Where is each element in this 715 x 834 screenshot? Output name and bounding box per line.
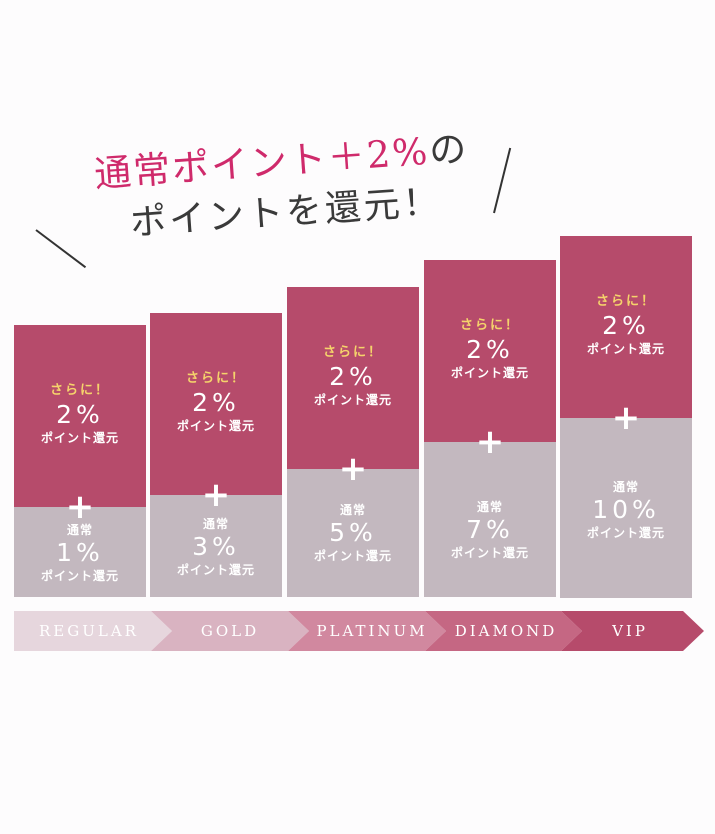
base-percent: 1% [56,538,104,567]
tier-column-gold: さらに！ 2% ポイント還元 通常 3% ポイント還元 + [150,313,282,597]
bonus-block: さらに！ 2% ポイント還元 [150,313,282,495]
tier-arrow-platinum [288,611,446,651]
tier-column-regular: さらに！ 2% ポイント還元 通常 1% ポイント還元 + [14,325,146,597]
bonus-percent: 2% [602,311,650,340]
tier-arrow-vip [561,611,704,651]
plus-icon: + [611,398,641,438]
bonus-label: さらに！ [49,383,110,398]
base-percent: 7% [466,515,514,544]
base-block: 通常 5% ポイント還元 [287,469,419,597]
base-note: ポイント還元 [450,546,529,560]
tier-arrow-diamond [425,611,582,651]
bonus-block: さらに！ 2% ポイント還元 [287,287,419,469]
plus-icon: + [475,422,505,462]
base-label: 通常 [66,523,93,537]
tier-column-vip: さらに！ 2% ポイント還元 通常 10% ポイント還元 + [560,236,692,598]
bonus-percent: 2% [192,388,240,417]
bonus-block: さらに！ 2% ポイント還元 [424,260,556,442]
base-block: 通常 7% ポイント還元 [424,442,556,597]
tier-label-regular: REGULAR [39,622,139,640]
base-label: 通常 [476,500,503,514]
tier-label-vip: VIP [612,622,648,640]
plus-icon: + [338,449,368,489]
base-percent: 3% [192,532,240,561]
bonus-note: ポイント還元 [176,419,255,433]
tier-label-diamond: DIAMOND [454,622,558,640]
base-block: 通常 10% ポイント還元 [560,418,692,598]
plus-icon: + [201,475,231,515]
bonus-block: さらに！ 2% ポイント還元 [560,236,692,418]
bonus-block: さらに！ 2% ポイント還元 [14,325,146,507]
bonus-percent: 2% [56,400,104,429]
base-note: ポイント還元 [586,526,665,540]
base-note: ポイント還元 [313,549,392,563]
base-label: 通常 [202,517,229,531]
base-note: ポイント還元 [176,563,255,577]
tier-progression-bar: REGULAR GOLD PLATINUM DIAMOND VIP [14,611,704,651]
base-percent: 5% [329,518,377,547]
tier-column-platinum: さらに！ 2% ポイント還元 通常 5% ポイント還元 + [287,287,419,597]
bonus-note: ポイント還元 [40,431,119,445]
base-block: 通常 3% ポイント還元 [150,495,282,597]
bonus-label: さらに！ [595,294,656,309]
bonus-note: ポイント還元 [450,366,529,380]
bonus-note: ポイント還元 [586,342,665,356]
tier-arrow-gold [151,611,309,651]
bonus-percent: 2% [329,362,377,391]
base-label: 通常 [612,480,639,494]
base-block: 通常 1% ポイント還元 [14,507,146,597]
bonus-label: さらに！ [322,345,383,360]
bonus-percent: 2% [466,335,514,364]
tier-label-platinum: PLATINUM [316,622,428,640]
tier-column-diamond: さらに！ 2% ポイント還元 通常 7% ポイント還元 + [424,260,556,597]
tier-label-gold: GOLD [200,622,260,640]
tier-arrow-regular [14,611,172,651]
plus-icon: + [65,487,95,527]
headline-suffix: の [427,126,470,173]
bonus-label: さらに！ [459,318,520,333]
tier-arrows-graphic [14,611,704,651]
base-percent: 10% [592,495,660,524]
bonus-note: ポイント還元 [313,393,392,407]
base-label: 通常 [339,503,366,517]
base-note: ポイント還元 [40,569,119,583]
bonus-label: さらに！ [185,371,246,386]
